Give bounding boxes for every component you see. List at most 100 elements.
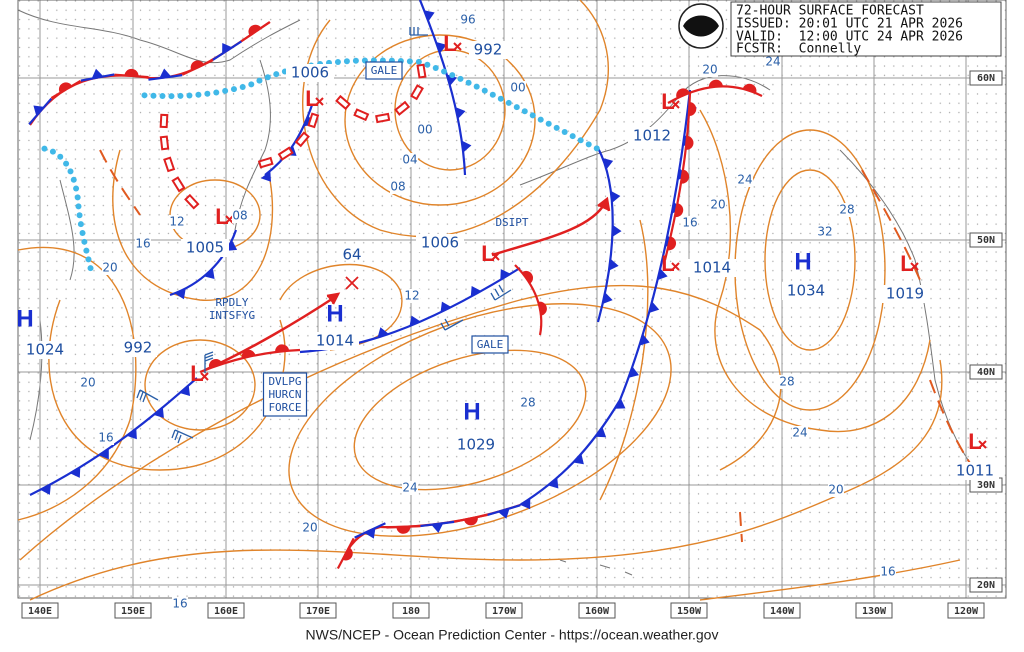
isobar-label-bg xyxy=(828,483,844,497)
cold-triangle xyxy=(40,484,51,495)
front-symbol xyxy=(461,140,472,153)
tropical-mark xyxy=(294,131,310,148)
header-line: 72-HOUR SURFACE FORECAST xyxy=(736,4,924,19)
trough-dot xyxy=(239,83,246,90)
lon-label-box xyxy=(947,602,985,619)
trough-dot xyxy=(177,92,184,99)
center-pressure: 1005 xyxy=(186,239,224,257)
lat-label: 40N xyxy=(977,367,995,378)
isobar-label: 24 xyxy=(402,481,417,495)
front-symbol xyxy=(420,520,455,533)
isobar-label: 20 xyxy=(702,63,717,77)
front-symbol xyxy=(440,301,452,313)
isobar-label: 00 xyxy=(510,81,525,95)
front-symbol xyxy=(657,268,668,281)
trough-dot xyxy=(77,221,84,228)
cold-triangle xyxy=(461,140,472,153)
trough-dot xyxy=(465,79,472,86)
cold-triangle xyxy=(573,453,584,465)
front-symbol xyxy=(667,236,677,251)
lon-label-box xyxy=(114,602,152,619)
grid: 140E 150E 160E 170E 180 170W 160W 150W 140W 130W 1… xyxy=(17,0,1007,619)
trough-dot xyxy=(141,92,148,99)
center-symbol: L xyxy=(305,86,318,111)
cold-triangle xyxy=(614,398,626,409)
cold-triangle xyxy=(595,427,607,438)
trough-dot xyxy=(264,74,271,81)
annotation: 64 xyxy=(342,246,361,264)
front-symbol xyxy=(275,344,290,353)
stat-seg xyxy=(181,59,214,76)
warm-semicircle xyxy=(667,236,677,251)
cold-triangle xyxy=(657,268,668,281)
footer: NWS/NCEP - Ocean Prediction Center - htt… xyxy=(306,627,719,643)
warm-front xyxy=(514,264,543,336)
front-symbol xyxy=(336,537,355,570)
isobar-label: 24 xyxy=(765,55,780,69)
trough-dot xyxy=(424,61,431,68)
isobar-label-bg xyxy=(460,13,476,27)
cold-triangle xyxy=(548,477,559,489)
tropical-mark xyxy=(416,63,427,79)
isobar-label-bg xyxy=(169,215,185,229)
isobar-label: 24 xyxy=(737,173,752,187)
cold-triangle xyxy=(424,10,435,22)
tropical-mark xyxy=(159,113,169,129)
front-symbol xyxy=(436,42,447,54)
isobars xyxy=(17,0,961,601)
trough-dot xyxy=(213,89,220,96)
front-symbol xyxy=(487,504,521,519)
front-symbol xyxy=(685,135,694,150)
front-symbol xyxy=(174,288,186,300)
warm-semicircle xyxy=(248,24,262,36)
isobar-label: 20 xyxy=(828,483,843,497)
wind-barbs xyxy=(136,27,512,444)
warm-front xyxy=(667,85,763,104)
isobar-label-bg xyxy=(839,203,855,217)
lon-label-box xyxy=(485,602,523,619)
isobar-label-bg xyxy=(779,375,795,389)
trough-dot xyxy=(74,194,81,201)
isobar-label: 20 xyxy=(710,198,725,212)
annotation: RPDLY xyxy=(215,296,248,309)
warm-semicircle xyxy=(688,101,697,116)
isobar-label-bg xyxy=(792,426,808,440)
front-symbol xyxy=(610,190,621,203)
lon-label: 150W xyxy=(677,606,702,617)
center-pressure: 1014 xyxy=(693,259,731,277)
isobar-label-bg xyxy=(880,565,896,579)
isobar-label: 28 xyxy=(839,203,854,217)
front-symbol xyxy=(40,484,51,495)
cold-triangle xyxy=(470,286,482,297)
cold-triangle xyxy=(174,288,186,300)
cold-triangle xyxy=(648,301,660,314)
warm-semicircle xyxy=(681,169,690,184)
isobar-label: 16 xyxy=(682,216,697,230)
pressure-box xyxy=(416,234,464,252)
center-pressure: 1019 xyxy=(886,285,924,303)
front-symbol xyxy=(708,79,723,88)
cold-triangle xyxy=(226,240,238,251)
lon-label: 140W xyxy=(770,606,795,617)
lat-label: 20N xyxy=(977,580,995,591)
cold-triangle xyxy=(602,292,613,305)
isobar-label-bg xyxy=(682,216,698,230)
trough-dot xyxy=(73,185,80,192)
lon-label: 170E xyxy=(306,606,330,617)
tropical-mark xyxy=(307,112,320,129)
front-symbol xyxy=(377,327,389,338)
trough-dot xyxy=(70,176,77,183)
isobar-label: 16 xyxy=(135,237,150,251)
stat-seg xyxy=(354,522,386,539)
trough-dot xyxy=(63,160,70,167)
annotation-box xyxy=(365,61,403,80)
noaa-logo-bird xyxy=(683,15,719,37)
cold-triangle xyxy=(126,428,137,440)
center-pressure: 992 xyxy=(124,339,153,357)
tropical-mark xyxy=(163,156,176,173)
front-symbol xyxy=(179,385,191,396)
center-pressure: 992 xyxy=(474,41,503,59)
front-symbol xyxy=(409,315,421,327)
lat-label: 30N xyxy=(977,480,995,491)
